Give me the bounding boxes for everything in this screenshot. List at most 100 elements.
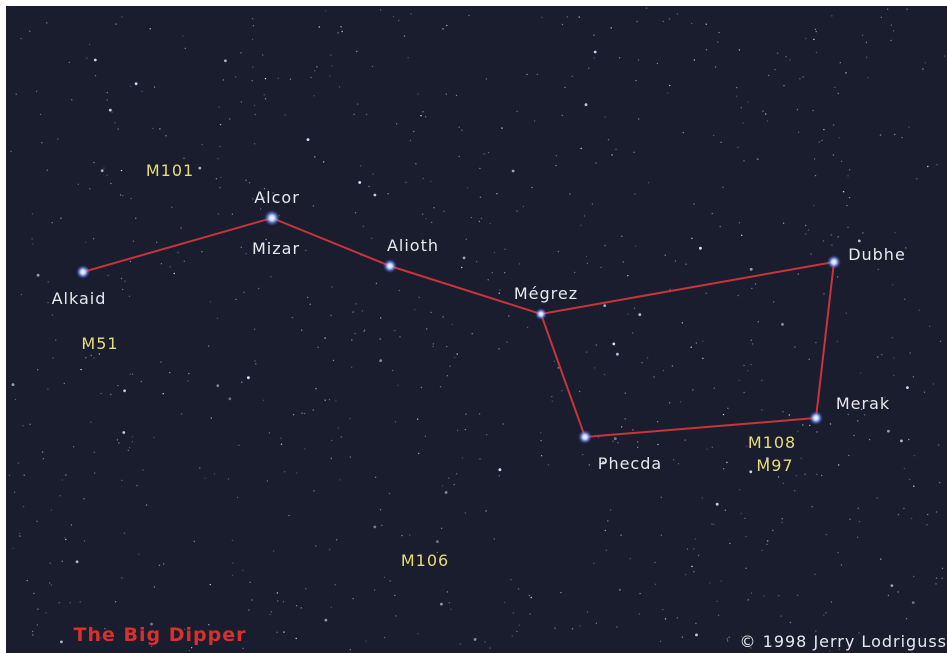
background-star — [407, 57, 408, 58]
background-star — [665, 255, 666, 256]
background-star — [252, 39, 253, 40]
background-star — [265, 98, 266, 99]
background-star — [925, 62, 926, 63]
background-star — [540, 440, 541, 441]
background-star — [693, 571, 694, 572]
background-star — [627, 313, 628, 314]
background-star — [479, 221, 480, 222]
background-star — [527, 327, 528, 328]
background-star — [661, 535, 662, 536]
background-star — [310, 304, 311, 305]
background-star — [307, 297, 308, 298]
star-label: Alioth — [387, 236, 439, 255]
background-star — [422, 111, 423, 112]
background-star — [185, 48, 186, 49]
background-star — [85, 357, 86, 358]
background-star — [425, 116, 426, 117]
background-star — [339, 86, 340, 87]
background-star — [898, 514, 899, 515]
background-star — [778, 595, 779, 596]
background-star — [913, 486, 914, 487]
page: Alkaid Alcor Mizar Alioth Mégrez Dubhe M… — [0, 0, 947, 653]
background-star — [834, 87, 835, 88]
background-star — [283, 631, 284, 632]
background-star — [594, 367, 595, 368]
background-star — [913, 376, 914, 377]
background-star — [51, 584, 52, 585]
background-star — [182, 36, 183, 37]
background-star — [368, 186, 369, 187]
background-star — [682, 322, 683, 323]
background-star — [646, 7, 647, 8]
background-star — [922, 68, 923, 69]
background-star — [85, 242, 86, 243]
background-star — [281, 444, 282, 445]
background-star — [270, 614, 271, 615]
background-star — [804, 474, 805, 475]
background-star — [847, 227, 848, 228]
background-star — [504, 272, 505, 273]
background-star — [397, 385, 398, 386]
background-star — [600, 267, 601, 268]
background-star — [94, 452, 95, 453]
background-star — [805, 233, 806, 234]
background-star — [887, 430, 890, 433]
background-star — [396, 123, 397, 124]
background-star — [741, 107, 742, 108]
background-star — [498, 348, 499, 349]
background-star — [314, 156, 315, 157]
background-star — [161, 263, 162, 264]
background-star — [797, 595, 798, 596]
background-star — [210, 301, 211, 302]
background-star — [459, 127, 460, 128]
background-star — [472, 333, 473, 334]
background-star — [678, 463, 679, 464]
background-star — [802, 76, 803, 77]
background-star — [887, 9, 888, 10]
background-star — [627, 275, 628, 276]
background-star — [84, 540, 85, 541]
background-star — [743, 122, 744, 123]
background-star — [240, 52, 241, 53]
background-star — [623, 261, 624, 262]
background-star — [638, 59, 639, 60]
background-star — [330, 315, 331, 316]
background-star — [417, 93, 418, 94]
background-star — [170, 266, 171, 267]
background-star — [150, 28, 151, 29]
background-star — [747, 370, 748, 371]
background-star — [89, 188, 90, 189]
background-star — [418, 453, 419, 454]
background-star — [248, 609, 249, 610]
background-star — [62, 479, 63, 480]
background-star — [839, 137, 840, 138]
background-star — [160, 361, 161, 362]
background-star — [927, 514, 928, 515]
background-star — [745, 568, 746, 569]
background-star — [341, 436, 342, 437]
background-star — [14, 492, 15, 493]
background-star — [219, 106, 220, 107]
background-star — [594, 57, 595, 58]
background-star — [360, 165, 361, 166]
background-star — [128, 450, 129, 451]
background-star — [767, 540, 768, 541]
background-star — [21, 294, 22, 295]
background-star — [712, 213, 713, 214]
background-star — [37, 369, 38, 370]
background-star — [410, 140, 411, 141]
background-star — [374, 194, 377, 197]
background-star — [284, 471, 285, 472]
background-star — [909, 479, 910, 480]
background-star — [399, 290, 400, 291]
background-star — [442, 28, 443, 29]
background-star — [662, 609, 663, 610]
background-star — [638, 118, 639, 119]
background-star — [935, 583, 936, 584]
background-star — [163, 563, 164, 564]
background-star — [262, 54, 263, 55]
background-star — [216, 178, 217, 179]
background-star — [798, 273, 799, 274]
background-star — [866, 42, 867, 43]
background-star — [593, 563, 594, 564]
